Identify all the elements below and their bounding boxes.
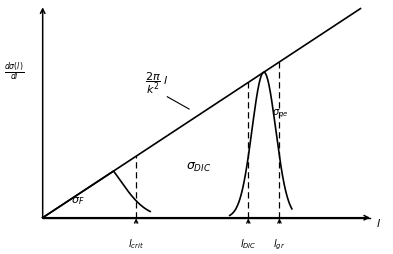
- Text: $\sigma_{DIC}$: $\sigma_{DIC}$: [185, 160, 211, 173]
- Text: $\sigma_F$: $\sigma_F$: [72, 195, 85, 207]
- Text: $\sigma_{qe}$: $\sigma_{qe}$: [272, 107, 288, 120]
- Text: $l_{gr}$: $l_{gr}$: [274, 236, 286, 250]
- Text: $\dfrac{2\pi}{k^2}\ l$: $\dfrac{2\pi}{k^2}\ l$: [145, 70, 169, 95]
- Text: $l_{crit}$: $l_{crit}$: [128, 236, 144, 250]
- Text: $l_{DIC}$: $l_{DIC}$: [240, 236, 257, 250]
- Text: $\frac{d\sigma(l)}{dl}$: $\frac{d\sigma(l)}{dl}$: [4, 59, 24, 82]
- Text: $l$: $l$: [376, 216, 381, 228]
